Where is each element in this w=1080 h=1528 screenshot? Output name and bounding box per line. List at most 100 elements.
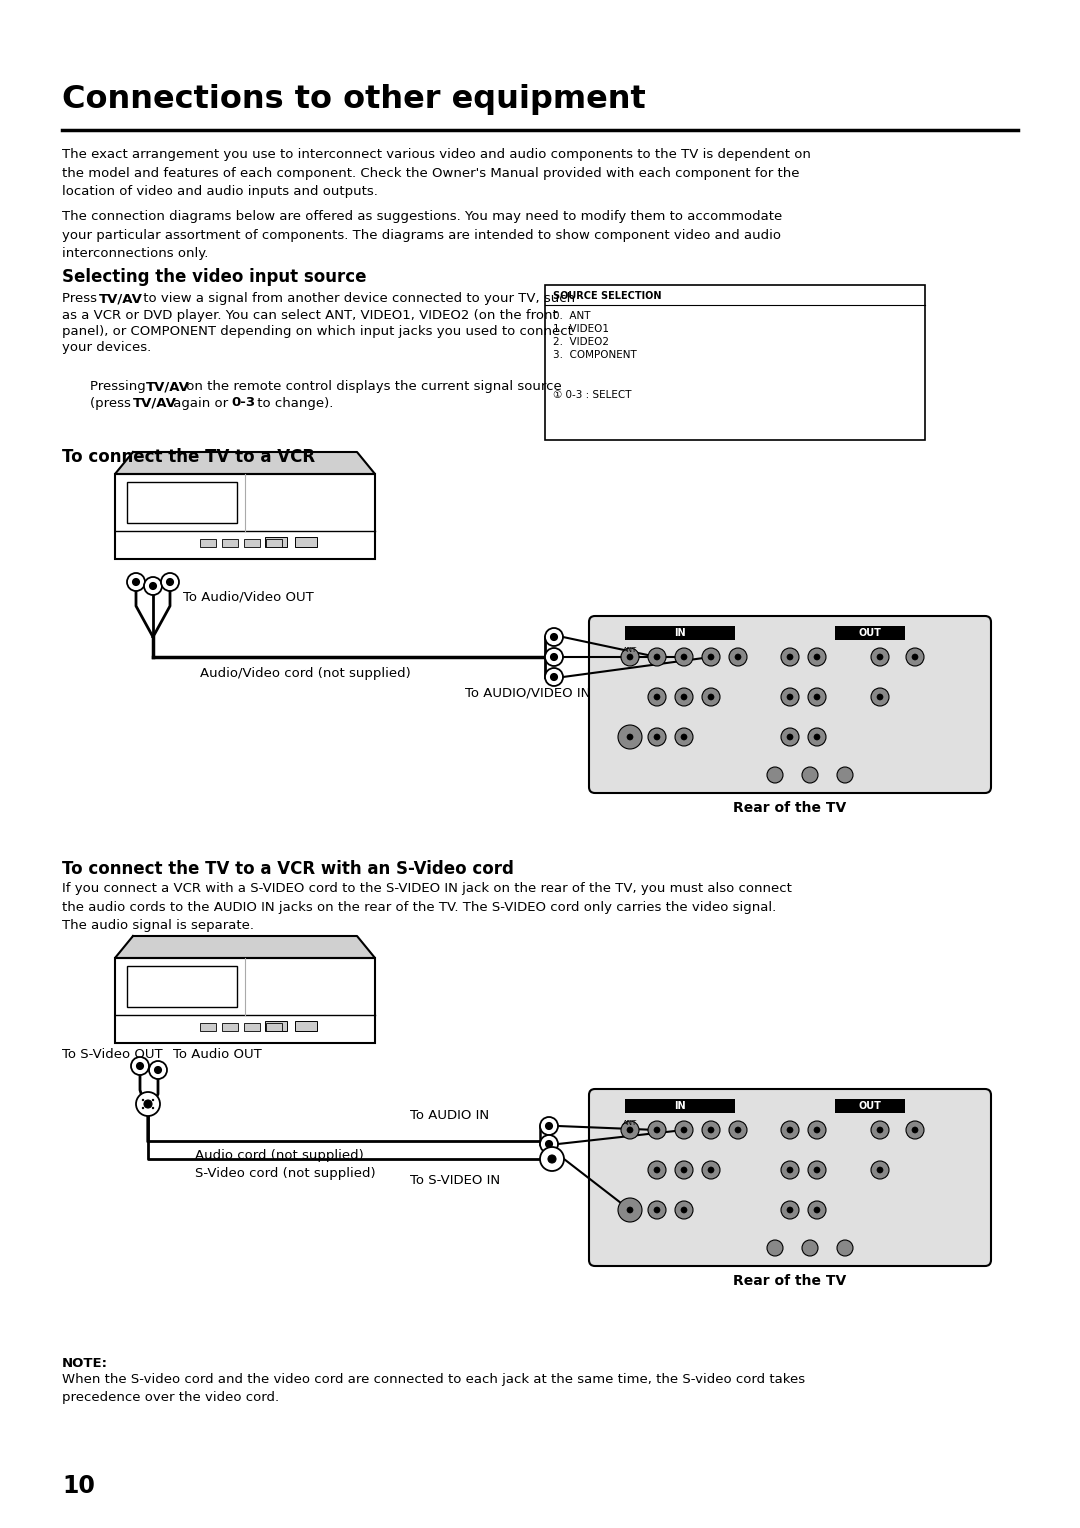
Bar xyxy=(200,1024,216,1031)
Circle shape xyxy=(802,1241,818,1256)
Circle shape xyxy=(708,654,714,660)
Bar xyxy=(127,481,237,523)
Circle shape xyxy=(912,1128,918,1132)
Circle shape xyxy=(781,648,799,666)
Text: The exact arrangement you use to interconnect various video and audio components: The exact arrangement you use to interco… xyxy=(62,148,811,199)
Text: 1.  VIDEO1: 1. VIDEO1 xyxy=(553,324,609,335)
Circle shape xyxy=(127,573,145,591)
Circle shape xyxy=(144,578,162,594)
Bar xyxy=(265,1021,287,1031)
Circle shape xyxy=(149,1060,167,1079)
Circle shape xyxy=(814,1128,820,1132)
Bar xyxy=(244,539,260,547)
Circle shape xyxy=(808,727,826,746)
Bar xyxy=(222,1024,238,1031)
Circle shape xyxy=(708,1128,714,1132)
Text: To S-VIDEO IN: To S-VIDEO IN xyxy=(410,1174,500,1187)
Text: OUT: OUT xyxy=(859,1102,881,1111)
Circle shape xyxy=(648,1201,666,1219)
Circle shape xyxy=(681,1128,687,1132)
Circle shape xyxy=(141,1106,145,1109)
Bar xyxy=(127,966,237,1007)
Text: 3.  COMPONENT: 3. COMPONENT xyxy=(553,350,637,361)
Circle shape xyxy=(729,1122,747,1138)
Circle shape xyxy=(814,1167,820,1174)
Circle shape xyxy=(870,1161,889,1180)
Circle shape xyxy=(735,654,741,660)
Circle shape xyxy=(708,1167,714,1174)
Text: Pressing: Pressing xyxy=(90,380,150,393)
Text: Rear of the TV: Rear of the TV xyxy=(733,1274,847,1288)
Text: To AUDIO/VIDEO IN: To AUDIO/VIDEO IN xyxy=(465,688,591,700)
Text: Audio/Video cord (not supplied): Audio/Video cord (not supplied) xyxy=(200,668,410,680)
Circle shape xyxy=(837,767,853,782)
Circle shape xyxy=(767,1241,783,1256)
Circle shape xyxy=(702,688,720,706)
Circle shape xyxy=(648,648,666,666)
Circle shape xyxy=(654,1167,660,1174)
Text: To Audio/Video OUT: To Audio/Video OUT xyxy=(183,590,314,604)
Circle shape xyxy=(735,1128,741,1132)
Circle shape xyxy=(136,1093,160,1115)
Bar xyxy=(835,626,905,640)
Circle shape xyxy=(781,727,799,746)
Bar xyxy=(200,539,216,547)
Circle shape xyxy=(545,628,563,646)
Circle shape xyxy=(675,648,693,666)
Circle shape xyxy=(681,694,687,700)
Circle shape xyxy=(681,654,687,660)
Text: 0-3: 0-3 xyxy=(231,396,255,410)
Circle shape xyxy=(814,654,820,660)
Circle shape xyxy=(787,1167,793,1174)
Circle shape xyxy=(781,688,799,706)
Text: ANT: ANT xyxy=(623,646,637,652)
Text: 0.  ANT: 0. ANT xyxy=(553,312,591,321)
Bar xyxy=(265,536,287,547)
Circle shape xyxy=(648,1122,666,1138)
Circle shape xyxy=(708,694,714,700)
Circle shape xyxy=(877,694,883,700)
Text: OUT: OUT xyxy=(859,628,881,639)
Bar xyxy=(266,1024,282,1031)
Text: IN: IN xyxy=(674,628,686,639)
Circle shape xyxy=(654,694,660,700)
Circle shape xyxy=(906,648,924,666)
Text: If you connect a VCR with a S-VIDEO cord to the S-VIDEO IN jack on the rear of t: If you connect a VCR with a S-VIDEO cord… xyxy=(62,882,792,932)
Circle shape xyxy=(618,724,642,749)
Circle shape xyxy=(540,1135,558,1154)
Text: TV/AV: TV/AV xyxy=(99,292,143,306)
Text: Connections to other equipment: Connections to other equipment xyxy=(62,84,646,115)
Text: When the S-video cord and the video cord are connected to each jack at the same : When the S-video cord and the video cord… xyxy=(62,1374,805,1404)
Text: your devices.: your devices. xyxy=(62,341,151,354)
Bar xyxy=(295,536,318,547)
Circle shape xyxy=(681,1207,687,1213)
Circle shape xyxy=(787,1207,793,1213)
Circle shape xyxy=(837,1241,853,1256)
Circle shape xyxy=(648,727,666,746)
Bar xyxy=(295,1021,318,1031)
Circle shape xyxy=(540,1148,564,1170)
Circle shape xyxy=(540,1117,558,1135)
Circle shape xyxy=(702,648,720,666)
Circle shape xyxy=(166,579,174,585)
Text: ① 0-3 : SELECT: ① 0-3 : SELECT xyxy=(553,390,632,400)
Circle shape xyxy=(787,1128,793,1132)
Text: to change).: to change). xyxy=(253,396,334,410)
Circle shape xyxy=(149,582,157,590)
Circle shape xyxy=(814,733,820,740)
Circle shape xyxy=(621,1201,639,1219)
Circle shape xyxy=(545,648,563,666)
Bar xyxy=(625,626,735,640)
Circle shape xyxy=(870,688,889,706)
Text: Selecting the video input source: Selecting the video input source xyxy=(62,267,366,286)
Circle shape xyxy=(161,573,179,591)
Circle shape xyxy=(545,668,563,686)
Circle shape xyxy=(133,579,139,585)
Circle shape xyxy=(141,1099,145,1102)
Circle shape xyxy=(551,634,557,640)
Circle shape xyxy=(787,694,793,700)
Circle shape xyxy=(781,1122,799,1138)
Circle shape xyxy=(729,648,747,666)
Circle shape xyxy=(648,1161,666,1180)
Circle shape xyxy=(767,767,783,782)
